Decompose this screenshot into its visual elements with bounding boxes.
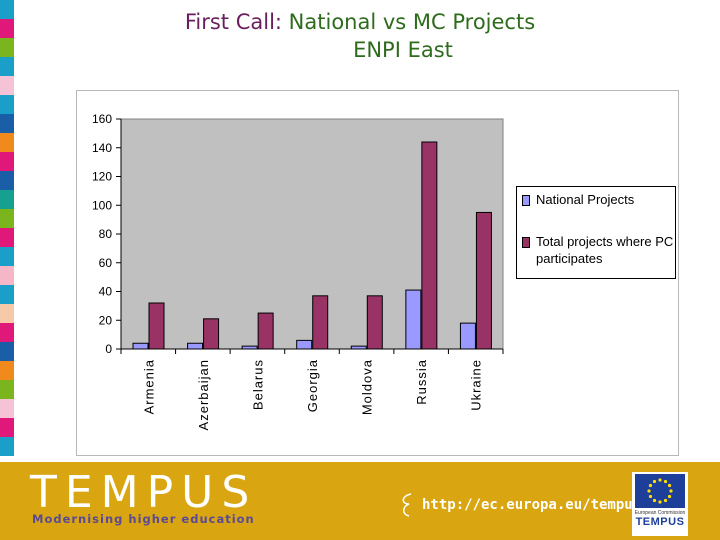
x-category-label: Armenia xyxy=(141,359,156,414)
decorative-color-stripes xyxy=(0,0,14,460)
y-tick-label: 100 xyxy=(92,198,112,212)
stripe-segment xyxy=(0,304,14,323)
tempus-logo: TEMPUS xyxy=(30,467,258,518)
slide-title: First Call: National vs MC Projects ENPI… xyxy=(0,8,720,64)
bar-national-projects xyxy=(350,345,367,350)
stripe-segment xyxy=(0,190,14,209)
stripe-segment xyxy=(0,133,14,152)
y-tick-label: 20 xyxy=(99,313,113,327)
stripe-segment xyxy=(0,19,14,38)
stripe-segment xyxy=(0,380,14,399)
stripe-segment xyxy=(0,95,14,114)
title-subtitle: ENPI East xyxy=(353,38,453,62)
eu-star-icon xyxy=(667,494,672,499)
legend-item-national: National Projects xyxy=(522,191,676,208)
eu-star-icon xyxy=(669,489,673,493)
title-prefix: First Call: xyxy=(184,10,282,34)
stripe-segment xyxy=(0,152,14,171)
stripe-segment xyxy=(0,266,14,285)
stripe-segment xyxy=(0,209,14,228)
stripe-segment xyxy=(0,76,14,95)
stripe-segment xyxy=(0,285,14,304)
bar-total-projects xyxy=(203,318,220,350)
bar-national-projects xyxy=(459,322,476,350)
stripe-segment xyxy=(0,361,14,380)
legend-label-national: National Projects xyxy=(536,192,635,207)
y-tick-label: 60 xyxy=(99,256,113,270)
stripe-segment xyxy=(0,323,14,342)
bar-total-projects xyxy=(148,302,165,350)
bar-chart: 0 20 40 60 80 100 120 140 160 Armenia Azerbaijan Be… xyxy=(92,112,504,430)
eu-star-icon xyxy=(663,498,668,503)
stripe-segment xyxy=(0,437,14,456)
stripe-segment xyxy=(0,399,14,418)
title-main: National vs MC Projects xyxy=(288,10,536,34)
stripe-segment xyxy=(0,228,14,247)
eu-tempus-label: TEMPUS xyxy=(635,516,685,528)
footer-tagline: Modernising higher education xyxy=(32,512,255,526)
legend-item-total: Total projects where PC participates xyxy=(522,233,676,267)
x-category-label: Azerbaijan xyxy=(196,359,211,430)
bar-total-projects xyxy=(312,295,329,350)
stripe-segment xyxy=(0,114,14,133)
bar-national-projects xyxy=(405,289,422,350)
eu-star-icon xyxy=(648,483,653,488)
eu-star-icon xyxy=(648,494,653,499)
x-category-label: Belarus xyxy=(250,359,265,410)
stripe-segment xyxy=(0,418,14,437)
plot-area xyxy=(120,118,504,350)
legend-label-total: Total projects where PC participates xyxy=(536,234,674,266)
x-category-label: Georgia xyxy=(305,359,320,412)
chart-frame: 0 20 40 60 80 100 120 140 160 Armenia Azerbaijan Be… xyxy=(76,90,679,456)
bar-national-projects xyxy=(132,342,149,350)
y-tick-label: 80 xyxy=(99,227,113,241)
bar-total-projects xyxy=(366,295,383,350)
bar-total-projects xyxy=(475,211,492,350)
bar-national-projects xyxy=(296,339,313,350)
y-tick-label: 0 xyxy=(105,342,112,356)
stripe-segment xyxy=(0,38,14,57)
footer-banner: TEMPUS Modernising higher education http… xyxy=(0,462,720,540)
y-tick-label: 140 xyxy=(92,141,112,155)
eu-star-icon xyxy=(652,498,657,503)
eu-star-icon xyxy=(647,489,651,493)
eu-star-icon xyxy=(667,483,672,488)
eu-star-icon xyxy=(658,478,662,482)
eu-tempus-badge: European Commission TEMPUS xyxy=(632,472,688,536)
eu-star-icon xyxy=(663,479,668,484)
eu-star-icon xyxy=(652,479,657,484)
bar-national-projects xyxy=(187,342,204,350)
x-category-label: Ukraine xyxy=(469,359,484,411)
legend-swatch-total xyxy=(522,237,530,248)
stripe-segment xyxy=(0,57,14,76)
stripe-segment xyxy=(0,247,14,266)
y-tick-label: 120 xyxy=(92,170,112,184)
stripe-segment xyxy=(0,342,14,361)
x-category-label: Moldova xyxy=(360,359,375,415)
swirl-icon xyxy=(402,493,412,517)
footer-url-link[interactable]: http://ec.europa.eu/tempus xyxy=(422,497,642,513)
eu-commission-label: European Commission xyxy=(634,510,686,516)
eu-flag-icon xyxy=(635,474,685,508)
x-category-label: Russia xyxy=(414,359,429,405)
stripe-segment xyxy=(0,0,14,19)
bar-total-projects xyxy=(257,312,274,350)
bar-total-projects xyxy=(421,141,438,350)
eu-star-icon xyxy=(658,500,662,504)
y-tick-label: 160 xyxy=(92,112,112,126)
y-tick-label: 40 xyxy=(99,285,113,299)
stripe-segment xyxy=(0,171,14,190)
chart-legend: National Projects Total projects where P… xyxy=(516,186,676,279)
bar-national-projects xyxy=(241,345,258,350)
legend-swatch-national xyxy=(522,195,530,206)
